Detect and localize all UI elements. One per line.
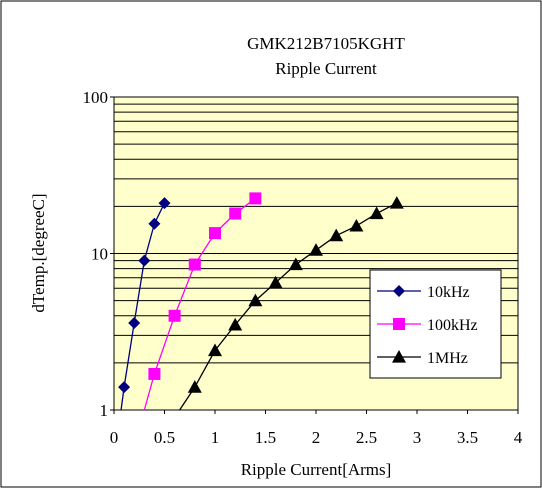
data-point-100khz [209, 227, 221, 240]
y-axis-ticks: 1 10 100 [83, 88, 114, 420]
x-tick-label: 0.5 [154, 428, 175, 447]
legend: 10kHz 100kHz 1MHz [369, 269, 502, 379]
data-point-10khz [148, 217, 161, 230]
data-point-1mhz [349, 218, 364, 232]
data-point-100khz [168, 309, 181, 322]
chart-subtitle: Ripple Current [275, 59, 377, 78]
x-tick-label: 3 [413, 428, 422, 447]
series-line-1mhz [179, 202, 398, 411]
data-point-1mhz [389, 196, 404, 209]
data-point-1mhz [329, 228, 344, 242]
data-point-1mhz [309, 243, 323, 256]
x-tick-label: 2 [312, 428, 321, 447]
y-axis-label: dTemp.[degreeC] [29, 193, 48, 312]
data-point-100khz [229, 207, 242, 220]
x-tick-label: 1.5 [255, 428, 276, 447]
legend-marker-1mhz [392, 350, 406, 363]
x-axis-label: Ripple Current[Arms] [241, 460, 392, 479]
x-tick-label: 3.5 [457, 428, 478, 447]
x-axis-ticks: 0 0.5 1 1.5 2 2.5 3 3.5 4 [110, 410, 523, 447]
x-tick-label: 0 [110, 428, 119, 447]
data-point-10khz [158, 197, 171, 210]
data-point-10khz [128, 316, 141, 329]
legend-marker-100khz [393, 318, 405, 330]
legend-label-10khz: 10kHz [427, 284, 470, 301]
data-point-1mhz [268, 275, 283, 289]
series-layer [118, 192, 404, 411]
data-point-100khz [249, 192, 262, 205]
x-tick-label: 4 [514, 428, 523, 447]
chart-title: GMK212B7105KGHT [247, 34, 405, 53]
x-tick-label: 2.5 [356, 428, 377, 447]
data-point-1mhz [187, 380, 202, 393]
y-tick-label: 100 [83, 88, 109, 107]
data-point-1mhz [248, 293, 263, 307]
data-point-10khz [118, 381, 131, 394]
data-point-100khz [188, 258, 201, 271]
legend-label-100khz: 100kHz [427, 317, 478, 334]
data-point-1mhz [369, 206, 384, 220]
data-point-1mhz [208, 343, 222, 357]
legend-marker-10khz [393, 285, 405, 297]
y-tick-label: 1 [100, 401, 109, 420]
data-point-1mhz [228, 317, 243, 331]
legend-label-1mhz: 1MHz [427, 350, 468, 367]
data-point-10khz [138, 254, 151, 267]
data-point-100khz [148, 367, 161, 380]
y-tick-label: 10 [91, 245, 108, 264]
data-point-1mhz [288, 257, 303, 271]
x-tick-label: 1 [211, 428, 220, 447]
